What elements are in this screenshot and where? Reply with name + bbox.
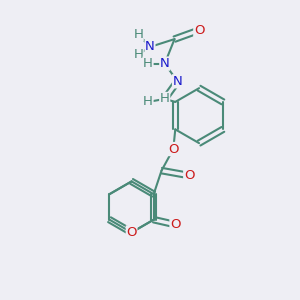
Text: H: H [143,95,153,108]
Text: H: H [160,92,170,106]
Text: H: H [133,48,143,61]
Text: H: H [143,57,153,70]
Text: H: H [133,28,143,41]
Text: O: O [184,169,194,182]
Text: N: N [160,57,169,70]
Text: O: O [126,226,137,239]
Text: N: N [172,75,182,88]
Text: O: O [168,142,178,155]
Text: N: N [145,40,155,53]
Text: O: O [170,218,181,231]
Text: O: O [194,24,204,37]
